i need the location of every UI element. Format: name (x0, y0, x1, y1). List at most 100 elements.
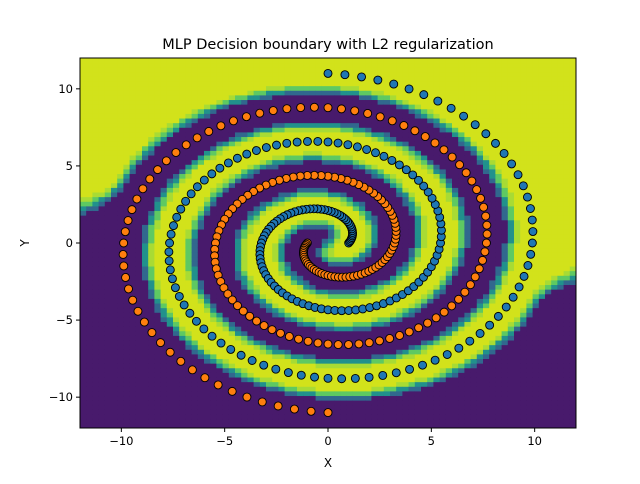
region-cell (185, 182, 192, 188)
region-cell (365, 85, 372, 91)
region-cell (86, 178, 93, 184)
region-cell (104, 418, 112, 424)
region-cell (191, 76, 199, 82)
region-cell (439, 141, 447, 147)
region-cell (173, 141, 180, 147)
region-cell (142, 363, 149, 369)
region-cell (111, 354, 118, 360)
region-cell (445, 363, 453, 369)
region-cell (284, 266, 292, 272)
region-cell (166, 340, 174, 346)
region-cell (352, 395, 360, 401)
region-cell (241, 372, 248, 378)
region-cell (247, 95, 254, 101)
region-cell (80, 284, 87, 290)
region-cell (408, 423, 416, 428)
region-cell (278, 150, 285, 156)
region-cell (303, 409, 310, 415)
region-cell (377, 108, 385, 114)
region-cell (259, 155, 267, 161)
region-cell (117, 358, 124, 364)
region-cell (303, 391, 310, 397)
region-cell (452, 196, 459, 202)
region-cell (309, 113, 316, 119)
region-cell (303, 418, 310, 424)
region-cell (427, 81, 434, 87)
region-cell (365, 62, 372, 68)
region-cell (464, 386, 471, 392)
region-cell (197, 108, 205, 114)
region-cell (111, 293, 118, 299)
region-cell (123, 136, 130, 142)
region-cell (297, 187, 304, 193)
region-cell (204, 354, 211, 360)
region-cell (117, 270, 124, 276)
region-cell (433, 280, 440, 286)
region-cell (464, 326, 471, 332)
region-cell (104, 400, 112, 406)
region-cell (241, 58, 248, 64)
region-cell (402, 395, 409, 401)
region-cell (247, 169, 254, 175)
region-cell (92, 275, 99, 281)
region-cell (297, 159, 304, 165)
region-cell (328, 312, 335, 318)
region-cell (334, 192, 341, 198)
region-cell (328, 113, 335, 119)
region-cell (222, 178, 230, 184)
region-cell (86, 141, 93, 147)
region-cell (303, 372, 310, 378)
region-cell (365, 289, 372, 295)
region-cell (334, 293, 341, 299)
region-cell (80, 293, 87, 299)
region-cell (315, 71, 323, 77)
region-cell (328, 400, 335, 406)
region-cell (179, 192, 186, 198)
region-cell (334, 252, 341, 258)
region-cell (340, 391, 347, 397)
region-cell (111, 201, 118, 207)
region-cell (166, 381, 174, 387)
region-cell (377, 58, 385, 64)
region-cell (160, 293, 168, 299)
region-cell (111, 409, 118, 415)
region-cell (241, 169, 248, 175)
region-cell (142, 367, 149, 373)
region-cell (452, 358, 459, 364)
region-cell (235, 317, 242, 323)
region-cell (104, 354, 112, 360)
region-cell (154, 423, 161, 428)
region-cell (414, 233, 422, 239)
region-cell (458, 400, 465, 406)
region-cell (166, 67, 174, 73)
region-cell (402, 95, 409, 101)
region-cell (166, 418, 174, 424)
region-cell (129, 187, 137, 193)
region-cell (166, 289, 174, 295)
region-cell (328, 363, 335, 369)
region-cell (303, 127, 310, 133)
region-cell (86, 317, 93, 323)
region-cell (210, 201, 217, 207)
region-cell (241, 270, 248, 276)
region-cell (427, 85, 434, 91)
region-cell (421, 145, 428, 151)
region-cell (402, 303, 409, 309)
region-cell (414, 386, 422, 392)
region-cell (117, 141, 124, 147)
region-cell (135, 289, 143, 295)
region-cell (123, 132, 130, 138)
region-cell (340, 317, 347, 323)
region-cell (309, 354, 316, 360)
region-cell (204, 330, 211, 336)
region-cell (365, 330, 372, 336)
region-cell (352, 155, 360, 161)
region-cell (452, 169, 459, 175)
region-cell (315, 90, 323, 96)
region-cell (228, 224, 236, 230)
region-cell (427, 122, 434, 128)
region-cell (204, 118, 211, 124)
region-cell (452, 367, 459, 373)
region-cell (241, 275, 248, 281)
region-cell (135, 261, 143, 267)
